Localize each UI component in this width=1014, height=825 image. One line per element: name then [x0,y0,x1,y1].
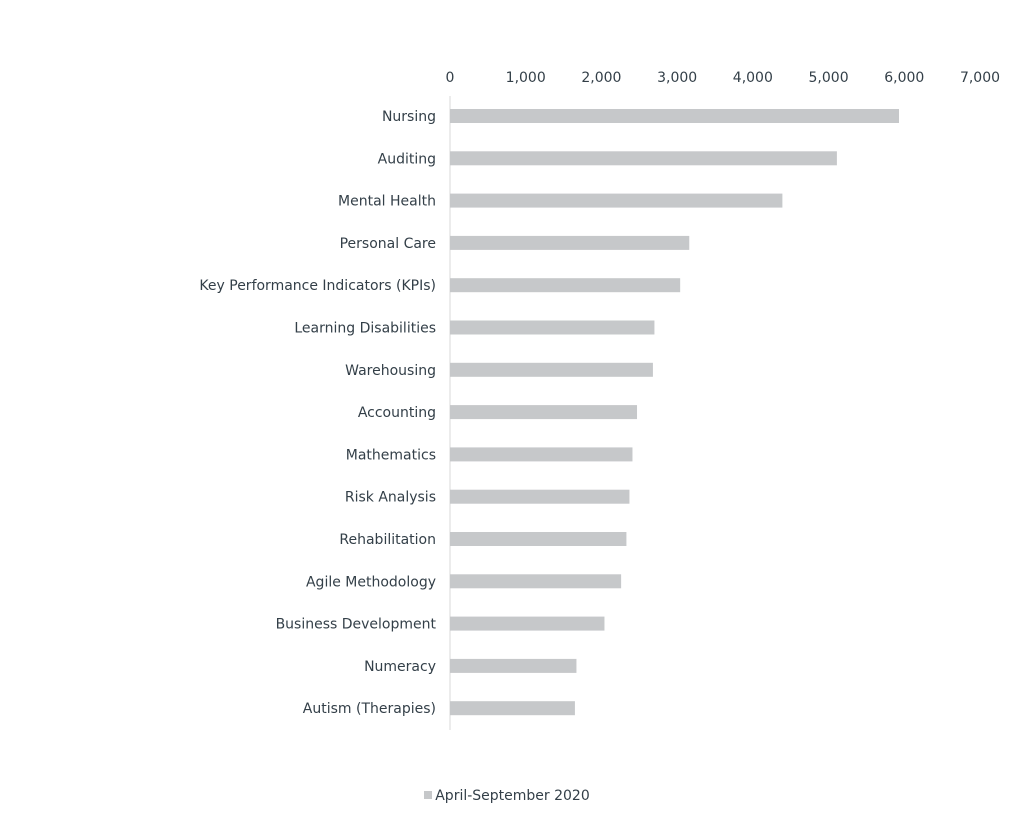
category-label: Mathematics [346,447,436,463]
bar [450,151,837,166]
bar [450,362,653,377]
bars-group [450,109,899,716]
bar [450,701,575,716]
x-axis-ticks: 0 1,000 2,000 3,000 4,000 5,000 6,000 7,000 [446,70,1001,86]
category-label: Numeracy [364,659,436,675]
legend-label: April-September 2020 [435,788,590,804]
bar [450,574,622,589]
category-label: Auditing [378,151,436,167]
legend-swatch [424,791,433,799]
x-tick-label: 4,000 [733,70,773,86]
category-label: Mental Health [338,194,436,210]
x-tick-label: 1,000 [506,70,546,86]
category-label: Nursing [382,109,436,125]
bar [450,109,899,123]
bar [450,193,783,208]
x-tick-label: 3,000 [657,70,697,86]
bar [450,320,655,335]
x-tick-label: 6,000 [884,70,924,86]
x-tick-label: 0 [446,70,455,86]
bar [450,489,630,504]
category-label: Personal Care [340,236,436,252]
category-label: Risk Analysis [345,490,436,506]
bar [450,235,690,250]
bar [450,405,638,420]
category-label: Warehousing [345,363,436,379]
x-tick-label: 2,000 [581,70,621,86]
bar [450,532,627,546]
category-labels: Nursing Auditing Mental Health Personal Car… [199,109,436,717]
category-label: Rehabilitation [339,532,436,548]
category-label: Learning Disabilities [294,321,436,337]
bar [450,616,605,631]
category-label: Accounting [358,405,436,421]
x-tick-label: 5,000 [809,70,849,86]
bar [450,278,681,293]
bar [450,658,577,673]
category-label: Business Development [276,617,437,633]
legend: April-September 2020 [0,788,1014,804]
category-label: Key Performance Indicators (KPIs) [199,278,436,294]
bar [450,447,633,462]
category-label: Agile Methodology [306,574,436,590]
category-label: Autism (Therapies) [303,701,436,717]
x-tick-label: 7,000 [960,70,1000,86]
